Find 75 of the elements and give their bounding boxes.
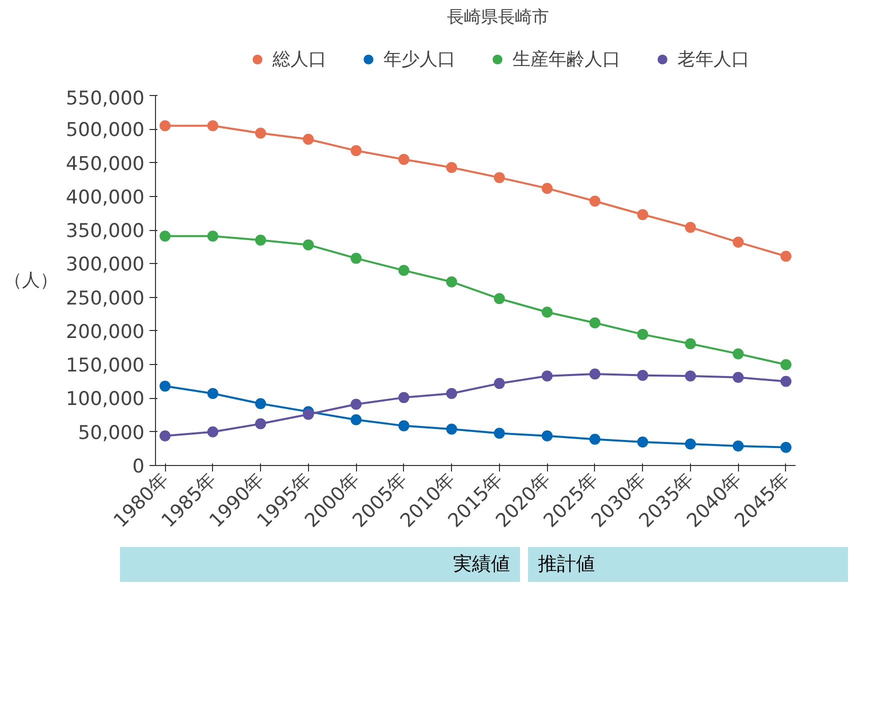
point xyxy=(684,338,696,350)
point xyxy=(780,359,792,370)
y-tick-label: 100,000 xyxy=(66,388,145,410)
point xyxy=(160,120,171,132)
point xyxy=(398,420,410,432)
point xyxy=(160,380,171,392)
point xyxy=(684,222,696,233)
point xyxy=(732,440,744,452)
point xyxy=(494,172,505,184)
y-tick-label: 0 xyxy=(132,456,145,478)
point xyxy=(542,306,553,318)
point xyxy=(589,368,600,380)
text: 推計値 xyxy=(528,547,848,582)
point xyxy=(255,234,266,246)
point xyxy=(780,250,792,262)
y-tick-label: 500,000 xyxy=(66,119,145,142)
y-axis-title: （人） xyxy=(4,270,58,291)
point xyxy=(207,426,218,438)
point xyxy=(398,392,410,404)
point xyxy=(446,424,458,435)
y-tick-label: 350,000 xyxy=(66,220,145,242)
point xyxy=(732,236,744,248)
legend-label: 老年人口 xyxy=(678,48,750,70)
point xyxy=(302,134,314,145)
y-tick-label: 50,000 xyxy=(78,422,145,444)
point xyxy=(255,418,266,430)
point xyxy=(637,209,648,220)
y-tick-label: 300,000 xyxy=(66,254,145,276)
point xyxy=(732,372,744,383)
point xyxy=(542,182,553,194)
y-tick-label: 400,000 xyxy=(66,186,145,208)
point xyxy=(255,128,266,139)
point xyxy=(446,276,458,288)
point xyxy=(446,162,458,173)
y-tick-label: 550,000 xyxy=(66,88,145,110)
point xyxy=(589,434,600,445)
point xyxy=(207,120,218,132)
point xyxy=(350,414,362,426)
point xyxy=(780,376,792,387)
point xyxy=(684,370,696,382)
legend-label: 生産年齢人口 xyxy=(512,48,620,70)
point xyxy=(255,398,266,410)
point xyxy=(732,348,744,360)
y-tick-label: 450,000 xyxy=(66,152,145,175)
point xyxy=(637,370,648,381)
point xyxy=(780,442,792,453)
point xyxy=(542,430,553,442)
point xyxy=(446,388,458,400)
legend-label: 総人口 xyxy=(272,48,326,70)
point xyxy=(350,398,362,410)
text: 実績値 xyxy=(120,547,520,582)
chart-title: 長崎県長崎市 xyxy=(447,8,549,28)
point xyxy=(160,430,171,442)
point xyxy=(589,196,600,207)
y-tick-label: 150,000 xyxy=(66,354,145,377)
point xyxy=(350,145,362,156)
point xyxy=(542,370,553,382)
point xyxy=(398,264,410,276)
point xyxy=(494,428,505,439)
point xyxy=(684,438,696,450)
y-tick-label: 200,000 xyxy=(66,320,145,343)
point xyxy=(637,328,648,340)
point xyxy=(589,317,600,328)
point xyxy=(398,154,410,165)
point xyxy=(207,388,218,400)
legend-label: 年少人口 xyxy=(384,48,456,70)
point xyxy=(637,436,648,448)
point xyxy=(494,378,505,389)
point xyxy=(302,408,314,420)
point xyxy=(207,230,218,242)
point xyxy=(350,252,362,264)
point xyxy=(494,293,505,304)
point xyxy=(160,230,171,242)
y-tick-label: 250,000 xyxy=(66,287,145,310)
point xyxy=(302,239,314,250)
